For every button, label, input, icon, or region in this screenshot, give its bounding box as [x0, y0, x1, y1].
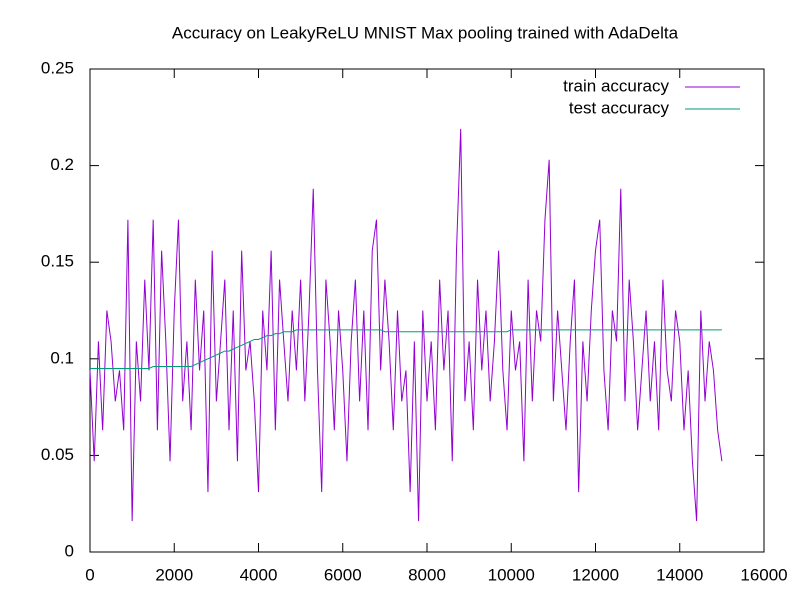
data-line	[90, 329, 722, 369]
x-tick-label: 2000	[155, 565, 193, 584]
data-line	[89, 128, 723, 522]
x-tick-label: 4000	[240, 565, 278, 584]
x-tick-label: 0	[85, 565, 94, 584]
legend-label: test accuracy	[569, 98, 670, 117]
chart-title: Accuracy on LeakyReLU MNIST Max pooling …	[172, 23, 679, 42]
legend-label: train accuracy	[563, 76, 669, 95]
x-tick-label: 14000	[656, 565, 703, 584]
x-tick-label: 6000	[324, 565, 362, 584]
x-tick-label: 10000	[488, 565, 535, 584]
y-tick-label: 0	[65, 541, 74, 560]
y-tick-label: 0.2	[50, 155, 74, 174]
x-tick-label: 12000	[572, 565, 619, 584]
x-tick-label: 8000	[408, 565, 446, 584]
y-tick-label: 0.25	[41, 58, 74, 77]
y-tick-label: 0.05	[41, 445, 74, 464]
y-tick-label: 0.15	[41, 252, 74, 271]
y-tick-label: 0.1	[50, 348, 74, 367]
x-tick-label: 16000	[740, 565, 787, 584]
